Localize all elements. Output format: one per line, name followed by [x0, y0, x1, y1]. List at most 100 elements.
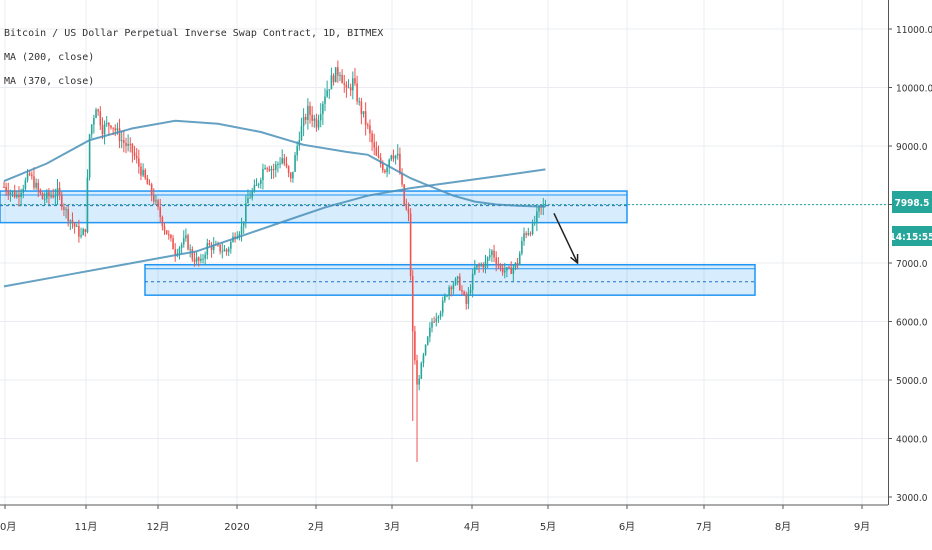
candle-body: [193, 259, 196, 262]
candle-body: [22, 188, 25, 193]
candle-body: [52, 195, 55, 198]
forecast-arrow[interactable]: [553, 212, 579, 264]
candle-body: [304, 116, 307, 121]
candle-body: [219, 244, 221, 252]
moving-averages: [3, 119, 546, 288]
candle-body: [356, 83, 358, 102]
candle-body: [296, 146, 298, 156]
candle-body: [349, 87, 352, 91]
candle-body: [352, 78, 354, 91]
candle-body: [99, 111, 102, 126]
candle-body: [114, 128, 117, 131]
candle-body: [11, 191, 14, 193]
x-tick-label: 9月: [854, 521, 870, 533]
candle-body: [80, 235, 82, 237]
candle-body: [362, 111, 365, 114]
candle-body: [277, 163, 279, 165]
candle-body: [35, 182, 37, 188]
candle-body: [319, 114, 322, 121]
candle-body: [377, 155, 380, 158]
candle-body: [135, 155, 138, 159]
candle-body: [486, 257, 489, 262]
candle-body: [230, 241, 232, 249]
candle-body: [39, 189, 42, 194]
candle-body: [159, 206, 162, 218]
candle-body: [456, 276, 459, 279]
candle-body: [125, 142, 127, 146]
candle-body: [223, 249, 226, 252]
lower-support-zone[interactable]: [144, 264, 756, 296]
candle-body: [148, 184, 151, 186]
candle-body: [347, 87, 350, 89]
candle-body: [204, 254, 206, 259]
candle-body: [416, 360, 418, 385]
candle-body: [422, 354, 425, 364]
candle-body: [311, 114, 313, 121]
candle-body: [354, 78, 356, 84]
candle-body: [343, 83, 346, 85]
x-tick-label: 6月: [619, 521, 635, 533]
candle-body: [41, 193, 44, 200]
x-tick-label: 10月: [0, 521, 16, 533]
candle-body: [88, 134, 91, 178]
candle-body: [120, 140, 123, 142]
candle-body: [253, 185, 256, 192]
candle-body: [497, 263, 500, 266]
candle-body: [221, 251, 224, 253]
x-tick-label: 7月: [696, 521, 712, 533]
x-axis-ticks: 10月 11月 12月 2020 2月 3月 4月 5月 6月 7月 8月 9月: [0, 505, 870, 533]
candle-body: [90, 124, 93, 135]
candle-body: [482, 264, 485, 268]
candle-body: [488, 255, 491, 258]
price-badges: 7998.5 14:15:55: [890, 191, 932, 246]
candle-body: [202, 258, 204, 260]
candle-body: [411, 275, 414, 332]
candle-body: [118, 128, 121, 142]
candle-body: [390, 155, 393, 160]
ma370-line[interactable]: [3, 168, 546, 288]
candle-body: [401, 173, 403, 185]
candle-body: [56, 187, 59, 197]
candles: [3, 60, 547, 462]
candle-body: [257, 183, 260, 186]
candle-body: [60, 194, 63, 208]
candle-body: [452, 284, 455, 290]
candle-body: [5, 187, 7, 192]
candle-body: [50, 195, 52, 197]
candle-body: [309, 105, 311, 115]
candle-body: [441, 300, 444, 313]
candle-body: [292, 171, 294, 179]
candle-body: [495, 257, 497, 264]
candle-body: [506, 267, 508, 271]
candle-body: [467, 292, 470, 304]
candle-body: [418, 378, 420, 385]
candle-body: [332, 75, 335, 83]
candle-body: [200, 258, 202, 261]
candle-body: [153, 195, 155, 202]
candle-body: [394, 155, 397, 159]
candle-body: [274, 164, 277, 170]
legend-ma370[interactable]: MA (370, close): [4, 76, 95, 87]
candle-body: [476, 265, 478, 268]
candle-body: [63, 207, 65, 210]
candle-body: [531, 223, 534, 234]
candle-body: [272, 168, 275, 170]
x-tick-label: 8月: [775, 521, 791, 533]
y-tick-label: 3000.0: [896, 493, 928, 504]
candle-body: [112, 127, 114, 129]
ma200-line[interactable]: [3, 119, 546, 208]
candle-body: [439, 312, 442, 317]
x-axis-panel[interactable]: [0, 506, 888, 550]
legend-ma200[interactable]: MA (200, close): [4, 52, 95, 63]
candle-body: [110, 125, 112, 128]
legend-title[interactable]: Bitcoin / US Dollar Perpetual Inverse Sw…: [4, 28, 384, 39]
candle-body: [67, 209, 69, 222]
x-tick-label: 2020: [224, 522, 249, 533]
candle-body: [358, 101, 361, 103]
candle-body: [240, 226, 243, 234]
candle-body: [431, 321, 433, 328]
y-axis-panel[interactable]: [889, 0, 932, 550]
candle-body: [129, 143, 132, 145]
candle-body: [264, 168, 266, 170]
